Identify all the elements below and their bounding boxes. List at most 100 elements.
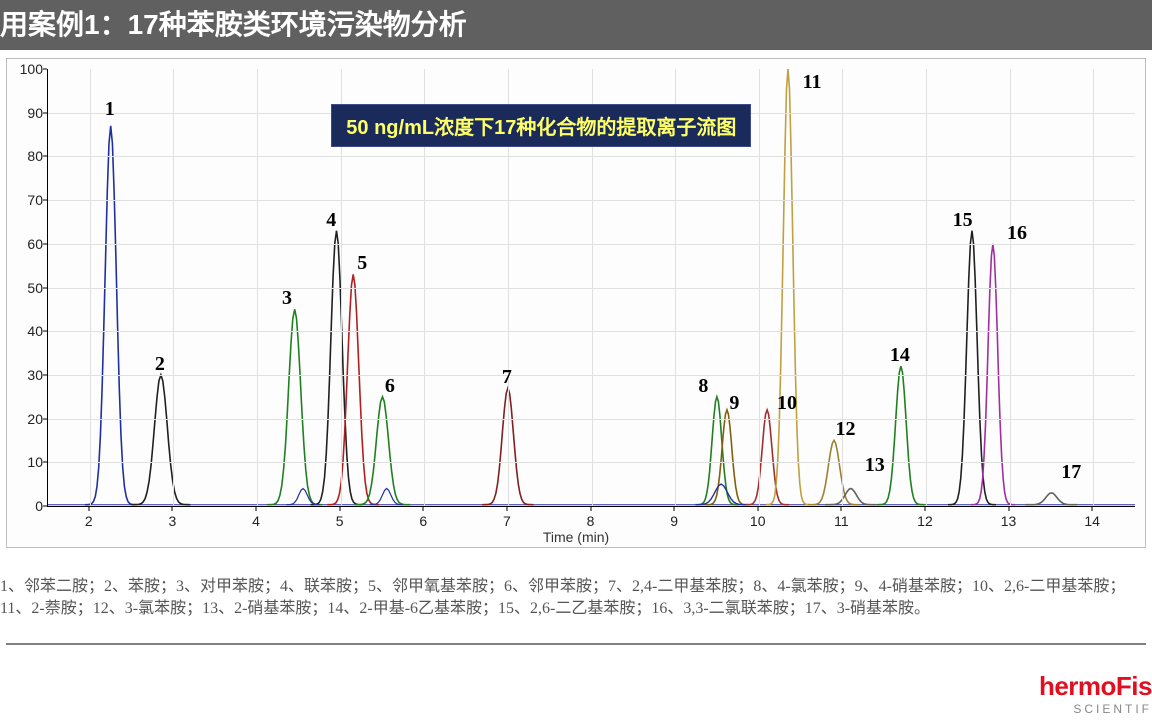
y-tick-mark bbox=[43, 69, 47, 70]
x-tick-mark bbox=[172, 507, 173, 511]
slide-title-bar: 用案例1：17种苯胺类环境污染物分析 bbox=[0, 0, 1152, 50]
peak-label-4: 4 bbox=[326, 209, 336, 232]
x-tick: 13 bbox=[1001, 513, 1017, 529]
peak-label-13: 13 bbox=[865, 454, 885, 477]
y-tick-mark bbox=[43, 374, 47, 375]
x-tick-mark bbox=[674, 507, 675, 511]
peak-6 bbox=[355, 397, 410, 505]
x-axis-label: Time (min) bbox=[543, 529, 609, 545]
x-tick-mark bbox=[841, 507, 842, 511]
y-tick-mark bbox=[43, 243, 47, 244]
x-tick: 3 bbox=[169, 513, 177, 529]
x-tick-mark bbox=[88, 507, 89, 511]
x-tick-mark bbox=[924, 507, 925, 511]
minor-peak bbox=[286, 489, 319, 505]
x-tick: 6 bbox=[419, 513, 427, 529]
peak-label-6: 6 bbox=[385, 375, 395, 398]
peak-label-1: 1 bbox=[105, 98, 115, 121]
x-tick: 12 bbox=[917, 513, 933, 529]
legend-line-2: 11、2-萘胺；12、3-氯苯胺；13、2-硝基苯胺；14、2-甲基-6乙基苯胺… bbox=[0, 598, 1144, 620]
peak-label-14: 14 bbox=[890, 344, 910, 367]
peak-3 bbox=[267, 309, 322, 504]
y-tick-mark bbox=[43, 506, 47, 507]
y-tick: 80 bbox=[13, 148, 43, 164]
x-tick-mark bbox=[506, 507, 507, 511]
peak-label-2: 2 bbox=[155, 353, 165, 376]
y-tick-mark bbox=[43, 200, 47, 201]
x-tick-mark bbox=[1092, 507, 1093, 511]
peak-15 bbox=[948, 231, 996, 505]
x-tick: 2 bbox=[85, 513, 93, 529]
gridline-v bbox=[257, 69, 258, 506]
y-tick: 100 bbox=[13, 61, 43, 77]
y-tick: 60 bbox=[13, 236, 43, 252]
logo-sub: SCIENTIF bbox=[1039, 702, 1152, 716]
peak-label-15: 15 bbox=[953, 209, 973, 232]
peak-label-11: 11 bbox=[803, 71, 822, 94]
peak-14 bbox=[877, 366, 925, 505]
chart-banner: 50 ng/mL浓度下17种化合物的提取离子流图 bbox=[331, 104, 751, 147]
peak-5 bbox=[327, 274, 379, 504]
x-tick-mark bbox=[757, 507, 758, 511]
x-tick-mark bbox=[423, 507, 424, 511]
peak-label-17: 17 bbox=[1061, 461, 1081, 484]
peak-label-10: 10 bbox=[777, 392, 797, 415]
y-tick: 70 bbox=[13, 192, 43, 208]
y-tick: 0 bbox=[13, 498, 43, 514]
y-tick: 20 bbox=[13, 411, 43, 427]
peak-1 bbox=[85, 126, 137, 505]
y-tick-mark bbox=[43, 112, 47, 113]
x-tick: 9 bbox=[670, 513, 678, 529]
x-tick: 4 bbox=[252, 513, 260, 529]
peak-label-5: 5 bbox=[357, 252, 367, 275]
gridline-v bbox=[1093, 69, 1094, 506]
brand-logo: hermoFis SCIENTIF bbox=[1039, 671, 1152, 716]
peak-label-7: 7 bbox=[502, 366, 512, 389]
gridline-v bbox=[90, 69, 91, 506]
minor-peak bbox=[370, 489, 404, 505]
peak-label-3: 3 bbox=[282, 287, 292, 310]
peak-label-12: 12 bbox=[836, 418, 856, 441]
gridline-v bbox=[173, 69, 174, 506]
x-tick: 8 bbox=[587, 513, 595, 529]
peak-label-9: 9 bbox=[729, 392, 739, 415]
peak-label-8: 8 bbox=[698, 375, 708, 398]
legend-line-1: 1、邻苯二胺；2、苯胺；3、对甲苯胺；4、联苯胺；5、邻甲氧基苯胺；6、邻甲苯胺… bbox=[0, 576, 1144, 598]
x-tick-mark bbox=[590, 507, 591, 511]
gridline-v bbox=[926, 69, 927, 506]
y-tick: 30 bbox=[13, 367, 43, 383]
x-tick: 10 bbox=[750, 513, 766, 529]
gridline-v bbox=[759, 69, 760, 506]
divider bbox=[6, 643, 1146, 645]
peak-2 bbox=[131, 375, 190, 505]
y-tick-mark bbox=[43, 331, 47, 332]
y-tick-mark bbox=[43, 418, 47, 419]
chart-banner-text: 50 ng/mL浓度下17种化合物的提取离子流图 bbox=[346, 117, 736, 139]
logo-main: hermoFis bbox=[1039, 671, 1152, 702]
y-tick-mark bbox=[43, 287, 47, 288]
x-tick-mark bbox=[339, 507, 340, 511]
x-tick: 7 bbox=[503, 513, 511, 529]
slide-title: 用案例1：17种苯胺类环境污染物分析 bbox=[0, 9, 467, 40]
y-tick: 90 bbox=[13, 105, 43, 121]
y-tick: 10 bbox=[13, 454, 43, 470]
x-tick: 14 bbox=[1084, 513, 1100, 529]
peak-12 bbox=[808, 440, 860, 504]
peak-label-16: 16 bbox=[1007, 222, 1027, 245]
peak-17 bbox=[1026, 493, 1078, 505]
peak-10 bbox=[745, 410, 789, 505]
x-tick-mark bbox=[1008, 507, 1009, 511]
minor-peak bbox=[696, 484, 746, 505]
x-tick-mark bbox=[256, 507, 257, 511]
y-tick-mark bbox=[43, 462, 47, 463]
peak-4 bbox=[311, 231, 363, 505]
x-tick: 5 bbox=[336, 513, 344, 529]
compound-legend: 1、邻苯二胺；2、苯胺；3、对甲苯胺；4、联苯胺；5、邻甲氧基苯胺；6、邻甲苯胺… bbox=[0, 576, 1144, 619]
y-tick: 40 bbox=[13, 323, 43, 339]
chromatogram-chart: 50 ng/mL浓度下17种化合物的提取离子流图 Time (min) 0 10 2… bbox=[6, 58, 1146, 548]
peak-9 bbox=[705, 410, 749, 505]
peak-13 bbox=[825, 489, 877, 505]
gridline-v bbox=[1010, 69, 1011, 506]
y-tick-mark bbox=[43, 156, 47, 157]
y-tick: 50 bbox=[13, 280, 43, 296]
